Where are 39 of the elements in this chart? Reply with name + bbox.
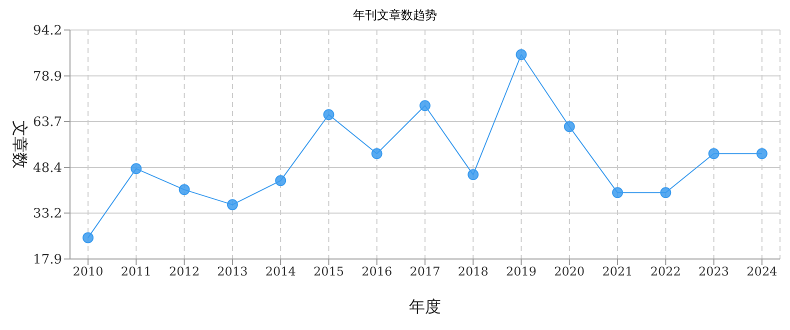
x-tick-label: 2011 (120, 264, 152, 279)
point (178, 184, 190, 196)
point (371, 148, 382, 160)
y-tick-label: 48.4 (33, 161, 62, 176)
point (516, 49, 527, 60)
x-tick-label: 2013 (217, 264, 248, 279)
x-tick-label: 2018 (458, 264, 488, 279)
point (612, 187, 624, 198)
point (468, 169, 479, 180)
x-axis-title: 年度 (409, 297, 441, 316)
point (323, 109, 334, 120)
point (660, 187, 672, 198)
point (708, 148, 720, 160)
chart-title: 年刊文章数趋势 (352, 8, 438, 22)
x-tick-label: 2022 (650, 264, 681, 279)
y-axis-title: 文章数 (10, 120, 30, 168)
x-tick-label: 2015 (313, 264, 344, 279)
point (226, 199, 238, 210)
y-tick-label: 94.2 (33, 24, 62, 39)
point (564, 121, 575, 132)
point (130, 163, 142, 174)
x-tick-label: 2019 (506, 264, 537, 279)
x-tick-label: 2012 (169, 264, 200, 279)
y-tick-label: 33.2 (33, 206, 62, 222)
x-tick-label: 2014 (265, 264, 296, 279)
point (82, 232, 94, 244)
x-tick-label: 2016 (362, 264, 392, 279)
point (275, 175, 286, 186)
x-tick-label: 2024 (746, 264, 778, 279)
x-tick-label: 2020 (554, 264, 585, 279)
y-tick-label: 78.9 (33, 70, 62, 85)
x-tick-label: 2010 (72, 264, 104, 279)
point (756, 148, 768, 160)
point (420, 100, 430, 112)
x-tick-label: 2017 (410, 264, 440, 279)
y-tick-label: 63.7 (33, 115, 62, 130)
y-tick-label: 17.9 (33, 252, 62, 268)
x-tick-label: 2023 (698, 264, 730, 279)
x-tick-label: 2021 (602, 264, 633, 279)
